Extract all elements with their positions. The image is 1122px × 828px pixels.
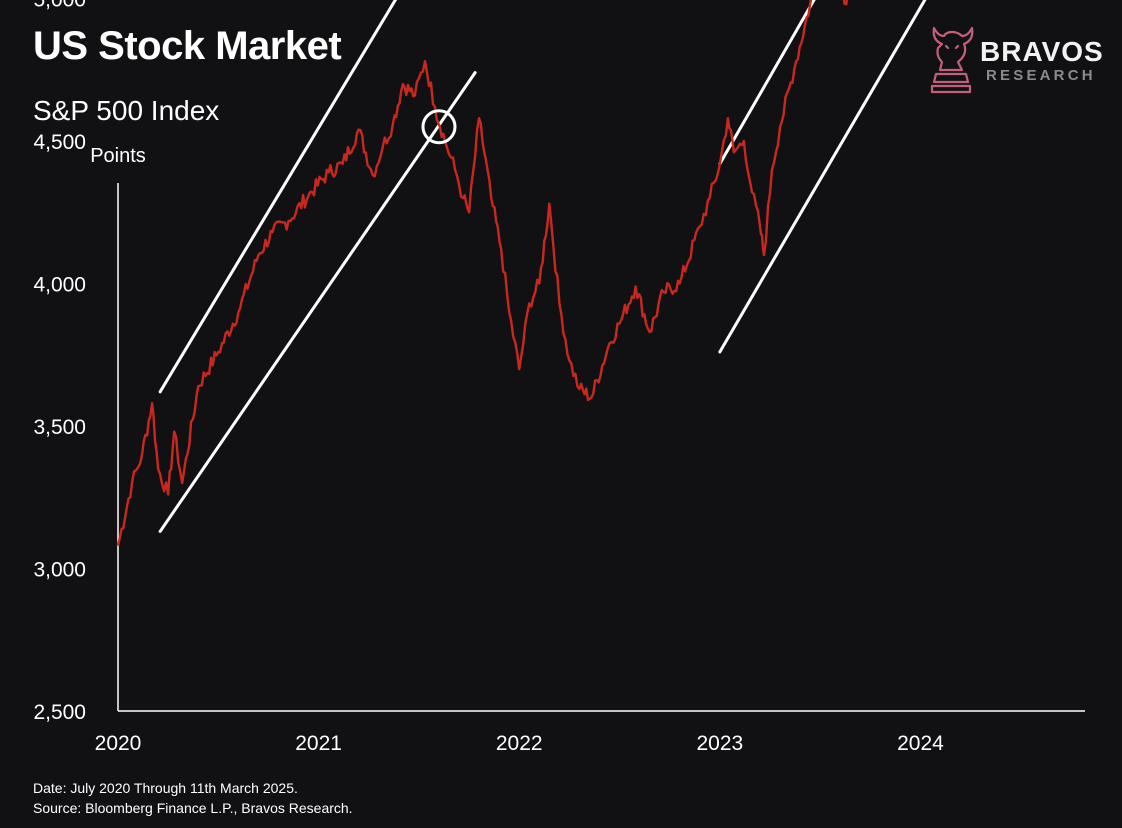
sp500-price-line	[116, 0, 849, 546]
x-tick-label: 2022	[496, 732, 543, 755]
y-axis-label: Points	[90, 145, 146, 167]
y-tick-label: 3,000	[33, 559, 86, 582]
trend-line-upper	[718, 0, 816, 166]
series-group	[116, 0, 849, 546]
x-tick-label: 2024	[897, 732, 944, 755]
x-tick-label: 2020	[95, 732, 142, 755]
x-tick-label: 2021	[295, 732, 342, 755]
chart-axes: 2,5003,0003,5004,0004,5005,0005,5006,000…	[33, 0, 1085, 755]
logo-name: BRAVOS	[980, 36, 1104, 67]
y-tick-label: 4,500	[33, 131, 86, 154]
y-tick-label: 4,000	[33, 274, 86, 297]
chart-title: US Stock Market	[33, 24, 342, 68]
logo-tagline: RESEARCH	[986, 67, 1096, 84]
footer-date-note: Date: July 2020 Through 11th March 2025.	[33, 780, 298, 796]
bull-chess-knight-icon	[930, 26, 974, 94]
trend-channels	[158, 0, 927, 533]
x-tick-label: 2023	[697, 732, 744, 755]
chart-footer: Date: July 2020 Through 11th March 2025.…	[33, 778, 353, 818]
trend-line-lower	[158, 71, 477, 533]
brand-logo: BRAVOS RESEARCH	[928, 22, 1118, 98]
sp500-line-chart: 2,5003,0003,5004,0004,5005,0005,5006,000…	[33, 0, 1085, 755]
trend-line-lower	[718, 0, 927, 354]
trend-line-upper	[158, 0, 398, 394]
breakdown-highlight-circle	[421, 109, 457, 145]
y-tick-label: 3,500	[33, 416, 86, 439]
footer-source-note: Source: Bloomberg Finance L.P., Bravos R…	[33, 800, 353, 816]
chart-subtitle: S&P 500 Index	[33, 95, 220, 126]
y-tick-label: 2,500	[33, 701, 86, 724]
highlight-markers	[421, 109, 457, 145]
y-tick-label: 5,000	[33, 0, 86, 12]
